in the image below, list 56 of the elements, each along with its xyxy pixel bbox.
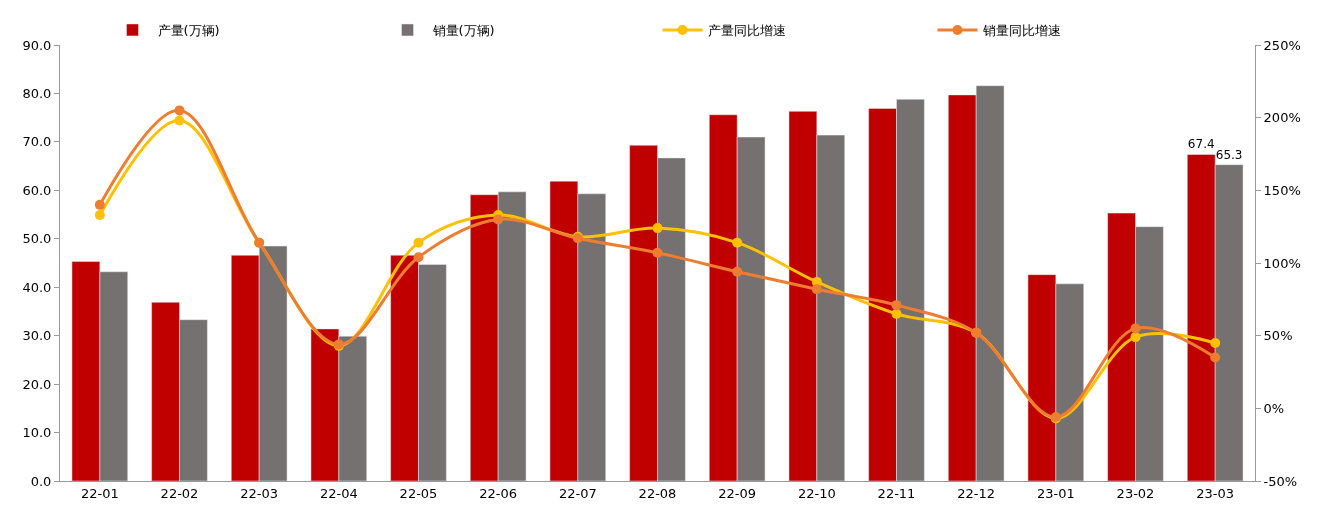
x-tick-label: 22-07 — [558, 485, 597, 501]
data-label: 65.3 — [1215, 147, 1243, 162]
y-tick-label: 10.0 — [22, 425, 52, 441]
y-tick-label: 20.0 — [22, 376, 52, 392]
point — [94, 199, 105, 210]
y2-tick-label: 0% — [1263, 400, 1285, 416]
y-tick-label: 70.0 — [22, 134, 52, 150]
point — [891, 308, 902, 319]
point — [1210, 352, 1221, 363]
x-tick-label: 22-11 — [877, 485, 916, 501]
x-tick-label: 22-02 — [160, 485, 199, 501]
y-tick-label: 0.0 — [30, 473, 52, 489]
point — [732, 237, 743, 248]
legend-label: 产量(万辆) — [157, 23, 220, 39]
point — [413, 252, 424, 263]
point — [811, 284, 822, 295]
point — [174, 115, 185, 126]
x-tick-label: 22-09 — [718, 485, 757, 501]
y2-tick-label: 200% — [1263, 110, 1301, 126]
point — [732, 266, 743, 277]
y-tick-label: 80.0 — [22, 85, 52, 101]
point — [413, 237, 424, 248]
point — [1210, 337, 1221, 348]
x-tick-label: 22-06 — [479, 485, 518, 501]
x-tick-label: 22-01 — [80, 485, 119, 501]
y-tick-label: 90.0 — [22, 37, 52, 53]
x-tick-label: 23-01 — [1036, 485, 1075, 501]
data-label: 67.4 — [1187, 137, 1215, 152]
x-tick-label: 22-04 — [319, 485, 358, 501]
x-tick-label: 22-03 — [240, 485, 279, 501]
y2-tick-label: 100% — [1263, 255, 1301, 271]
point — [94, 210, 105, 221]
point — [652, 247, 663, 258]
point — [174, 105, 185, 116]
point — [652, 223, 663, 234]
x-tick-label: 22-08 — [638, 485, 677, 501]
y-tick-label: 60.0 — [22, 182, 52, 198]
x-tick-label: 22-05 — [399, 485, 438, 501]
y2-tick-label: 250% — [1263, 37, 1301, 53]
y-tick-label: 50.0 — [22, 231, 52, 247]
y2-tick-label: 50% — [1263, 328, 1293, 344]
point — [1130, 332, 1141, 343]
y-tick-label: 40.0 — [22, 279, 52, 295]
y2-tick-label: -50% — [1263, 473, 1298, 489]
x-tick-label: 22-10 — [797, 485, 836, 501]
point — [493, 214, 504, 225]
point — [891, 300, 902, 311]
x-tick-label: 23-02 — [1116, 485, 1155, 501]
y2-tick-label: 150% — [1263, 182, 1301, 198]
x-tick-label: 23-03 — [1196, 485, 1235, 501]
legend-label: 销量同比增速 — [981, 23, 1061, 39]
y-tick-label: 30.0 — [22, 328, 52, 344]
x-tick-label: 22-12 — [957, 485, 996, 501]
legend-label: 产量同比增速 — [707, 23, 786, 39]
legend-label: 销量(万辆) — [431, 23, 495, 39]
point — [1130, 323, 1141, 334]
